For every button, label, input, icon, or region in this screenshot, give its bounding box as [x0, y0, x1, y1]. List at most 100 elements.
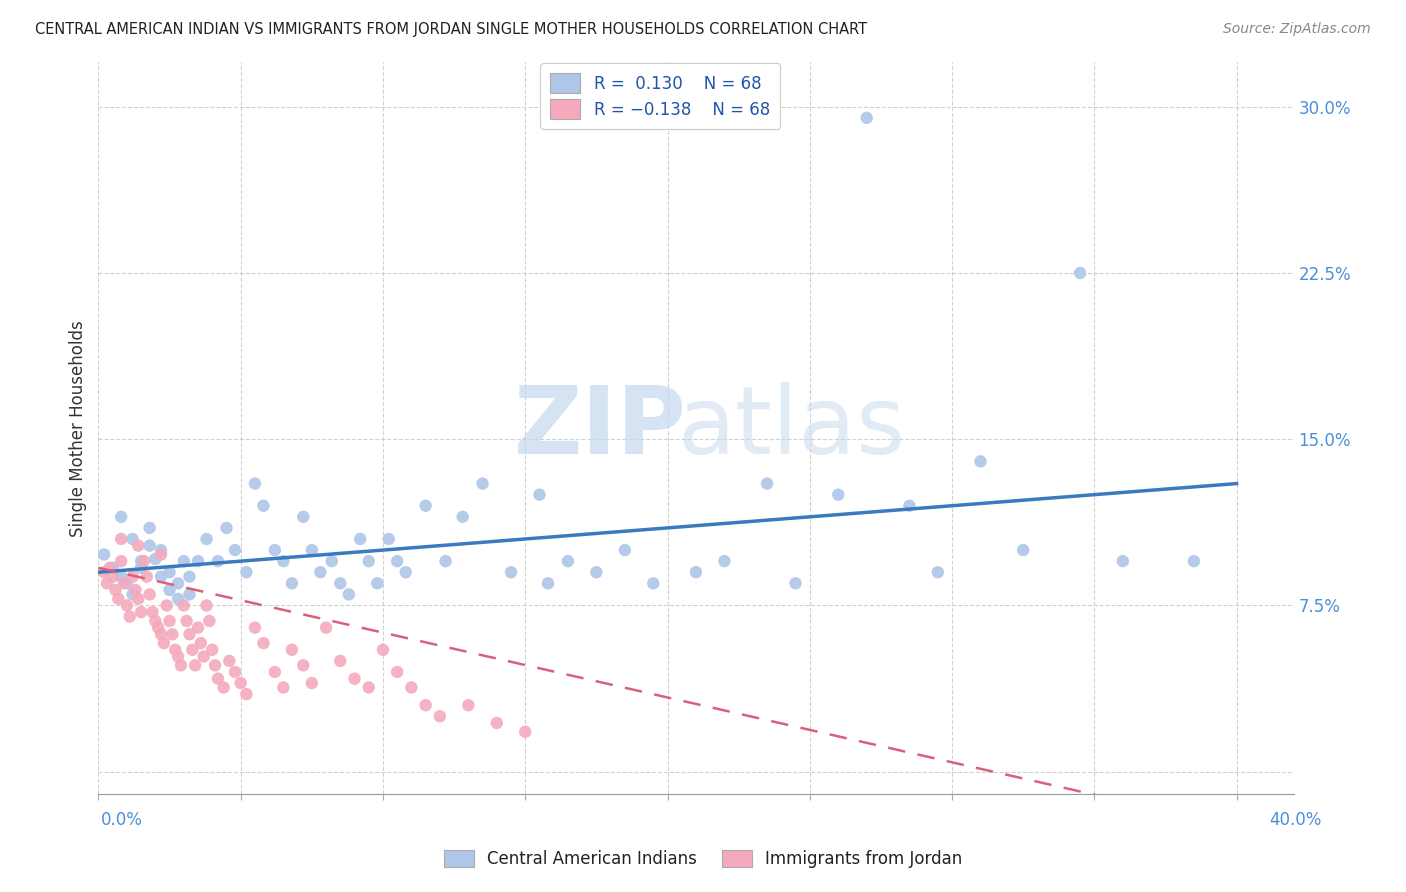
Point	[1012, 543, 1035, 558]
Point	[162, 627, 184, 641]
Point	[515, 724, 537, 739]
Point	[198, 614, 221, 628]
Point	[1182, 554, 1205, 568]
Point	[499, 566, 522, 580]
Point	[235, 687, 257, 701]
Point	[337, 587, 360, 601]
Point	[357, 554, 380, 568]
Point	[329, 576, 352, 591]
Point	[167, 576, 190, 591]
Point	[181, 642, 204, 657]
Point	[159, 582, 181, 597]
Text: atlas: atlas	[678, 382, 905, 475]
Point	[385, 665, 409, 679]
Point	[301, 543, 323, 558]
Point	[451, 509, 474, 524]
Point	[401, 681, 423, 695]
Point	[218, 654, 240, 668]
Point	[349, 532, 371, 546]
Point	[235, 566, 257, 580]
Point	[101, 561, 124, 575]
Point	[785, 576, 807, 591]
Legend: Central American Indians, Immigrants from Jordan: Central American Indians, Immigrants fro…	[437, 843, 969, 875]
Point	[292, 658, 315, 673]
Point	[121, 532, 143, 546]
Text: 40.0%: 40.0%	[1270, 811, 1322, 829]
Point	[366, 576, 388, 591]
Point	[167, 649, 190, 664]
Point	[685, 566, 707, 580]
Point	[301, 676, 323, 690]
Point	[343, 672, 366, 686]
Point	[309, 566, 332, 580]
Point	[243, 621, 266, 635]
Point	[167, 591, 190, 606]
Point	[471, 476, 494, 491]
Point	[150, 548, 173, 562]
Point	[127, 591, 149, 606]
Point	[263, 665, 285, 679]
Point	[143, 614, 166, 628]
Point	[132, 554, 155, 568]
Point	[170, 658, 193, 673]
Point	[150, 569, 173, 583]
Point	[201, 642, 224, 657]
Point	[93, 566, 115, 580]
Point	[415, 698, 437, 713]
Point	[159, 614, 181, 628]
Point	[713, 554, 735, 568]
Point	[156, 599, 179, 613]
Point	[292, 509, 315, 524]
Point	[193, 649, 215, 664]
Text: 0.0%: 0.0%	[101, 811, 143, 829]
Point	[321, 554, 343, 568]
Y-axis label: Single Mother Households: Single Mother Households	[69, 320, 87, 536]
Point	[252, 499, 274, 513]
Point	[173, 599, 195, 613]
Point	[112, 576, 135, 591]
Point	[148, 621, 170, 635]
Point	[329, 654, 352, 668]
Point	[187, 554, 209, 568]
Point	[212, 681, 235, 695]
Point	[118, 609, 141, 624]
Point	[557, 554, 579, 568]
Point	[190, 636, 212, 650]
Point	[385, 554, 409, 568]
Point	[457, 698, 479, 713]
Legend: R =  0.130    N = 68, R = −0.138    N = 68: R = 0.130 N = 68, R = −0.138 N = 68	[540, 63, 780, 128]
Point	[429, 709, 451, 723]
Point	[115, 599, 138, 613]
Point	[357, 681, 380, 695]
Point	[150, 543, 173, 558]
Point	[110, 532, 132, 546]
Point	[121, 587, 143, 601]
Point	[121, 569, 143, 583]
Point	[827, 488, 849, 502]
Point	[127, 539, 149, 553]
Point	[529, 488, 551, 502]
Point	[204, 658, 226, 673]
Point	[281, 642, 304, 657]
Point	[165, 642, 187, 657]
Point	[110, 569, 132, 583]
Point	[537, 576, 560, 591]
Point	[1069, 266, 1091, 280]
Point	[434, 554, 457, 568]
Point	[224, 665, 246, 679]
Point	[93, 548, 115, 562]
Point	[855, 111, 877, 125]
Text: ZIP: ZIP	[515, 382, 686, 475]
Point	[927, 566, 949, 580]
Point	[613, 543, 636, 558]
Point	[207, 672, 229, 686]
Point	[96, 576, 118, 591]
Point	[179, 569, 201, 583]
Point	[141, 605, 163, 619]
Point	[135, 569, 157, 583]
Point	[263, 543, 285, 558]
Point	[229, 676, 252, 690]
Point	[150, 627, 173, 641]
Text: Source: ZipAtlas.com: Source: ZipAtlas.com	[1223, 22, 1371, 37]
Point	[371, 642, 394, 657]
